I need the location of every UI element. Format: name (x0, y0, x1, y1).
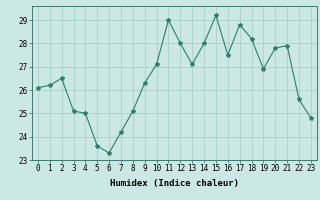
X-axis label: Humidex (Indice chaleur): Humidex (Indice chaleur) (110, 179, 239, 188)
